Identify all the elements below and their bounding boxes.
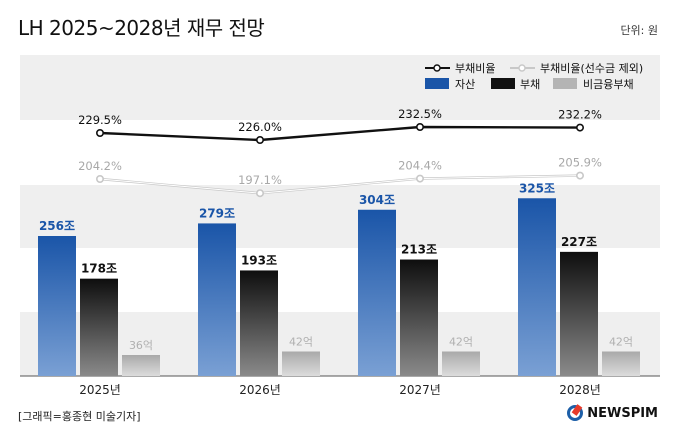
debt-ratio-point-4: [575, 123, 584, 132]
x-tick-label-3: 2027년: [399, 383, 441, 397]
legend-swatch-asset: [425, 78, 449, 89]
bar-label-asset-4: 325조: [519, 181, 555, 195]
debt-ratio-label-2: 226.0%: [238, 120, 282, 134]
debt-ratio-point-3: [415, 123, 424, 132]
bar-debt-3: [400, 259, 438, 376]
bar-nonfin-1: [122, 355, 160, 376]
debt-ratio-point-2: [255, 136, 264, 145]
debt-ratio-label-4: 232.2%: [558, 108, 602, 122]
debt-ratio-line: [99, 125, 581, 142]
bar-asset-1: [38, 236, 76, 376]
bar-asset-2: [198, 223, 236, 376]
debt-ratio-label-1: 229.5%: [78, 113, 122, 127]
chart-title: LH 2025~2028년 재무 전망: [18, 16, 265, 40]
newspim-logo-icon: [567, 405, 584, 421]
bar-asset-3: [358, 209, 396, 376]
legend-label-debt-ratio-excl: 부채비율(선수금 제외): [540, 62, 643, 75]
x-tick-label-1: 2025년: [79, 383, 121, 397]
legend-swatch-debt: [491, 78, 515, 89]
bar-asset-4: [518, 198, 556, 376]
legend-label-debt-ratio: 부채비율: [455, 62, 495, 75]
debt-ratio-excl-label-3: 204.4%: [398, 159, 442, 173]
bar-label-debt-4: 227조: [561, 235, 597, 249]
debt-ratio-label-3: 232.5%: [398, 107, 442, 121]
newspim-logo: NEWSPIM: [567, 405, 658, 421]
debt-ratio-excl-label-1: 204.2%: [78, 159, 122, 173]
graphic-credit: [그래픽=홍종현 미술기자]: [18, 410, 141, 423]
bar-label-asset-2: 279조: [199, 206, 235, 220]
bar-nonfin-2: [282, 351, 320, 376]
bar-label-nonfin-3: 42억: [449, 336, 473, 349]
bar-label-debt-2: 193조: [241, 253, 277, 267]
legend-marker-debt-ratio-excl: [518, 64, 526, 72]
legend-label-debt: 부채: [520, 78, 540, 91]
bar-debt-4: [560, 251, 598, 376]
newspim-logo-text: NEWSPIM: [587, 405, 658, 421]
bar-nonfin-3: [442, 351, 480, 376]
bar-label-debt-1: 178조: [81, 262, 117, 276]
debt-ratio-excl-line-inner: [99, 175, 581, 194]
bar-label-asset-1: 256조: [39, 219, 75, 233]
bar-nonfin-4: [602, 351, 640, 376]
bar-label-nonfin-2: 42억: [289, 336, 313, 349]
bar-label-debt-3: 213조: [401, 243, 437, 257]
bar-debt-1: [80, 278, 118, 376]
bar-label-nonfin-1: 36억: [129, 339, 153, 352]
x-tick-label-4: 2028년: [559, 383, 601, 397]
bar-label-nonfin-4: 42억: [609, 336, 633, 349]
debt-ratio-excl-point-4: [575, 171, 584, 180]
unit-label: 단위: 원: [620, 24, 658, 37]
debt-ratio-excl-point-1: [96, 175, 105, 184]
x-tick-label-2: 2026년: [239, 383, 281, 397]
legend-marker-debt-ratio: [433, 64, 441, 72]
bar-label-asset-3: 304조: [359, 193, 395, 207]
legend-label-asset: 자산: [455, 78, 475, 91]
debt-ratio-excl-point-2: [255, 189, 264, 198]
debt-ratio-excl-label-2: 197.1%: [238, 173, 282, 187]
legend-swatch-nonfin: [553, 78, 577, 89]
bar-debt-2: [240, 270, 278, 376]
legend-label-nonfin: 비금융부채: [583, 78, 634, 91]
debt-ratio-point-1: [96, 129, 105, 138]
debt-ratio-excl-label-4: 205.9%: [558, 156, 602, 170]
debt-ratio-excl-point-3: [415, 174, 424, 183]
